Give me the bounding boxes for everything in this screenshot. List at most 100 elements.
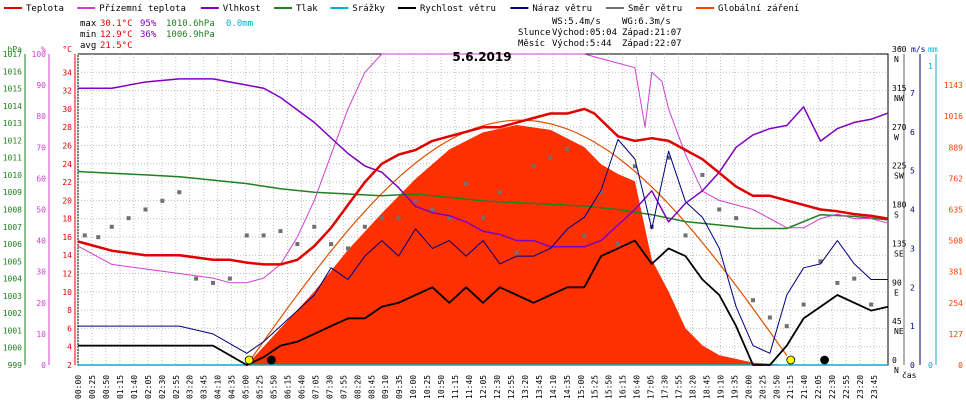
pressure-tick-label: 1015 [3, 85, 22, 94]
x-tick-label: 06:15 [283, 375, 292, 399]
pressure-tick-label: 1004 [3, 275, 22, 284]
temperature-axis-unit: °C [62, 45, 72, 54]
x-tick-label: 13:45 [535, 375, 544, 399]
stat-min-temp: 12.9°C [100, 30, 133, 40]
legend-label: Tlak [296, 4, 318, 14]
compass-tick-label: SE [894, 249, 904, 258]
rain-tick-label: 1 [928, 62, 933, 71]
legend: Teplota Přízemní teplota Vlhkost Tlak Srážky… [4, 4, 799, 14]
sunrise-text: Východ:05:04 [552, 28, 617, 38]
wind-direction-point [548, 155, 553, 160]
direction-tick-label: 45 [892, 317, 902, 326]
temperature-tick-label: 34 [62, 68, 72, 77]
legend-label: Vlhkost [223, 4, 261, 14]
series-tlak [77, 170, 889, 230]
pressure-tick-label: 1008 [3, 206, 22, 215]
radiation-tick-label: 508 [949, 237, 964, 246]
x-tick-label: 00:00 [74, 375, 83, 399]
wind-direction-point [379, 216, 384, 221]
x-tick-label: 20:50 [772, 375, 781, 399]
series-naraz-vetru [78, 139, 888, 354]
stat-min-press: 1006.9hPa [166, 30, 215, 40]
wind-tick-label: 4 [910, 206, 915, 215]
direction-axis-unit: ° [898, 45, 903, 54]
wind-direction-point [346, 246, 350, 251]
pressure-tick-label: 1002 [3, 309, 22, 318]
x-tick-label: 06:40 [297, 375, 306, 399]
wind-direction-point [227, 276, 232, 281]
radiation-tick-label: 889 [949, 143, 964, 152]
x-tick-label: 10:25 [423, 375, 432, 399]
wind-direction-point [632, 164, 637, 169]
radiation-tick-label: 762 [949, 174, 964, 183]
x-tick-label: 19:10 [716, 375, 725, 399]
wind-direction-point [565, 147, 570, 152]
wind-direction-point [531, 164, 536, 169]
compass-tick-label: N [894, 55, 899, 64]
temperature-tick-label: 8 [67, 306, 72, 315]
x-axis-label: čas [902, 370, 917, 380]
x-tick-label: 18:45 [702, 375, 711, 399]
legend-label: Srážky [352, 4, 385, 14]
stat-max-hum: 95% [140, 19, 157, 29]
temperature-tick-label: 28 [62, 123, 72, 132]
wind-direction-point [211, 280, 215, 285]
x-tick-label: 11:40 [465, 375, 474, 399]
humidity-tick-label: 90 [36, 81, 46, 90]
x-tick-label: 15:25 [591, 375, 600, 399]
series-vlhkost [78, 78, 889, 248]
wind-direction-point [734, 216, 739, 221]
x-tick-label: 07:55 [339, 375, 348, 399]
wind-axis-unit: m/s [911, 45, 926, 54]
x-tick-label: 16:15 [619, 375, 628, 399]
wind-direction-point [430, 207, 435, 212]
x-tick-label: 00:50 [102, 375, 111, 399]
pressure-tick-label: 1017 [3, 50, 22, 59]
legend-label: Rychlost větru [420, 4, 496, 14]
x-tick-label: 01:40 [130, 375, 139, 399]
sun-label: Slunce [518, 28, 551, 38]
wind-direction-point [295, 242, 300, 247]
pressure-tick-label: 1009 [3, 188, 22, 197]
wind-direction-point [717, 207, 722, 212]
wind-direction-point [82, 233, 87, 238]
wind-direction-point [784, 324, 789, 329]
x-tick-label: 04:35 [228, 375, 237, 399]
pressure-tick-label: 1000 [3, 344, 22, 353]
x-tick-label: 18:20 [688, 375, 697, 399]
wind-direction-point [261, 233, 266, 238]
compass-tick-label: W [894, 133, 899, 142]
x-tick-label: 08:45 [367, 375, 376, 399]
legend-label: Směr větru [628, 4, 682, 14]
sun-moon-marker [820, 355, 829, 365]
x-tick-label: 15:00 [577, 375, 586, 399]
x-tick-label: 14:35 [563, 375, 572, 399]
rain-axis-unit: mm [928, 45, 938, 54]
x-tick-label: 07:30 [325, 375, 334, 399]
wind-tick-label: 1 [910, 322, 915, 331]
temperature-tick-label: 20 [62, 196, 72, 205]
direction-tick-label: 135 [892, 239, 907, 248]
x-tick-label: 13:20 [521, 375, 530, 399]
radiation-tick-label: 127 [949, 330, 964, 339]
humidity-tick-label: 0 [41, 361, 46, 370]
stat-avg-temp: 21.5°C [100, 41, 133, 51]
x-tick-label: 16:40 [633, 375, 642, 399]
pressure-tick-label: 1016 [3, 67, 22, 76]
wind-direction-point [801, 302, 806, 307]
x-tick-label: 21:15 [786, 375, 795, 399]
x-tick-label: 01:15 [116, 375, 125, 399]
moonrise-text: Východ:5:44 [552, 39, 612, 49]
humidity-tick-label: 60 [36, 174, 46, 183]
temperature-tick-label: 30 [62, 105, 72, 114]
humidity-tick-label: 20 [36, 299, 46, 308]
x-tick-label: 11:15 [451, 375, 460, 399]
pressure-tick-label: 1005 [3, 257, 22, 266]
wind-direction-point [481, 216, 485, 221]
temperature-tick-label: 26 [62, 141, 72, 150]
stat-min-label: min [80, 30, 96, 40]
radiation-tick-label: 1016 [944, 112, 963, 121]
pressure-tick-label: 1007 [3, 223, 22, 232]
compass-tick-label: S [894, 211, 899, 220]
